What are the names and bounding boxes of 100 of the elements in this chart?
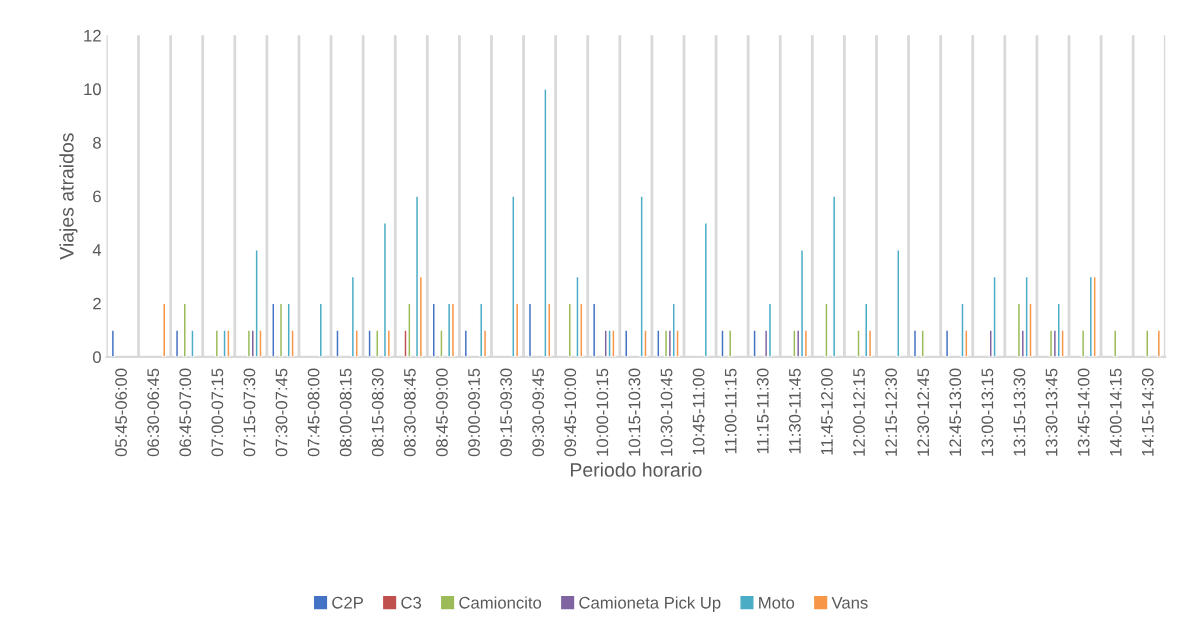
x-tick-label: 10:15-10:30 bbox=[628, 368, 641, 456]
bar bbox=[720, 329, 725, 357]
bar bbox=[226, 329, 231, 357]
bar bbox=[592, 302, 597, 357]
bar bbox=[479, 302, 484, 357]
bar bbox=[246, 329, 252, 357]
y-tick-label: 6 bbox=[93, 190, 101, 203]
x-tick-label: 12:30-12:45 bbox=[917, 368, 930, 456]
x-tick-label: 10:45-11:00 bbox=[692, 368, 705, 455]
bar bbox=[992, 275, 997, 357]
y-axis-title: Viajes atraidos bbox=[59, 133, 78, 260]
bar bbox=[414, 195, 420, 357]
x-tick-label: 11:45-12:00 bbox=[821, 368, 833, 455]
bar bbox=[254, 249, 259, 357]
bar bbox=[222, 329, 227, 357]
legend-label: Moto bbox=[759, 597, 795, 609]
bar bbox=[1080, 329, 1086, 357]
x-tick-label: 14:00-14:15 bbox=[1109, 368, 1122, 456]
legend-label: Vans bbox=[831, 597, 868, 609]
bar bbox=[543, 88, 548, 357]
bar bbox=[1016, 302, 1022, 357]
x-tick-label: 12:00-12:15 bbox=[853, 368, 865, 456]
bar bbox=[728, 329, 733, 357]
bar bbox=[1145, 329, 1150, 357]
x-tick-label: 13:00-13:15 bbox=[981, 368, 994, 456]
x-tick-label: 11:15-11:30 bbox=[756, 368, 769, 454]
y-tick-label: 4 bbox=[92, 244, 102, 256]
x-tick-label: 12:45-13:00 bbox=[949, 368, 962, 456]
bar bbox=[792, 329, 797, 357]
y-tick-label: 12 bbox=[84, 29, 101, 42]
x-tick-label: 14:15-14:30 bbox=[1141, 368, 1154, 456]
x-tick-label: 11:00-11:15 bbox=[724, 368, 737, 454]
bar bbox=[767, 302, 773, 357]
x-tick-label: 09:15-09:30 bbox=[500, 368, 512, 457]
bar bbox=[382, 222, 388, 357]
bar bbox=[663, 329, 669, 357]
x-tick-label: 10:30-10:45 bbox=[660, 368, 673, 456]
bar bbox=[960, 302, 965, 357]
bar bbox=[864, 302, 869, 357]
bar bbox=[335, 329, 340, 357]
x-tick-label: 05:45-06:00 bbox=[115, 368, 127, 457]
x-tick-label: 08:30-08:45 bbox=[403, 368, 416, 457]
legend-label: C3 bbox=[401, 596, 422, 609]
bar bbox=[162, 302, 167, 357]
x-tick-label: 08:15-08:30 bbox=[371, 368, 384, 457]
bar bbox=[624, 329, 629, 357]
bar bbox=[407, 302, 412, 357]
bar bbox=[350, 275, 356, 357]
legend-label: Camioneta Pick Up bbox=[579, 596, 721, 612]
bar bbox=[446, 302, 452, 357]
y-tick-label: 8 bbox=[93, 136, 101, 149]
bar bbox=[703, 222, 708, 357]
x-tick-label: 06:45-07:00 bbox=[179, 368, 192, 457]
bar bbox=[896, 249, 901, 357]
bar bbox=[527, 302, 533, 357]
bar bbox=[944, 329, 950, 357]
bar bbox=[182, 302, 187, 357]
bar bbox=[318, 302, 323, 357]
bar bbox=[271, 302, 276, 357]
bar bbox=[912, 329, 918, 357]
x-tick-label: 09:00-09:15 bbox=[468, 368, 480, 457]
bar bbox=[1048, 329, 1054, 357]
bar bbox=[824, 302, 829, 357]
x-tick-label: 10:00-10:15 bbox=[596, 368, 609, 456]
bar bbox=[1156, 329, 1161, 357]
bar bbox=[450, 302, 456, 357]
x-tick-label: 09:45-10:00 bbox=[564, 368, 577, 457]
x-tick-label: 07:00-07:15 bbox=[211, 368, 224, 457]
x-tick-label: 13:15-13:30 bbox=[1013, 368, 1026, 456]
x-tick-label: 07:45-08:00 bbox=[307, 368, 320, 457]
x-tick-label: 13:30-13:45 bbox=[1045, 368, 1058, 456]
x-tick-label: 09:30-09:45 bbox=[532, 368, 545, 457]
x-tick-label: 07:15-07:30 bbox=[243, 368, 256, 457]
bar bbox=[110, 329, 116, 357]
bar bbox=[920, 329, 925, 357]
x-tick-label: 08:00-08:15 bbox=[339, 368, 352, 457]
bar bbox=[856, 329, 861, 357]
bar bbox=[190, 329, 195, 357]
bar bbox=[567, 302, 572, 357]
bar bbox=[278, 302, 284, 357]
bar bbox=[431, 302, 436, 357]
y-tick-label: 0 bbox=[92, 351, 101, 364]
y-tick-label: 2 bbox=[93, 297, 101, 310]
bar bbox=[463, 329, 468, 357]
bar bbox=[375, 329, 380, 357]
bar bbox=[214, 329, 219, 357]
x-tick-label: 08:45-09:00 bbox=[436, 368, 448, 457]
bar bbox=[1092, 275, 1097, 357]
x-axis-title: Periodo horario bbox=[570, 462, 702, 477]
bar bbox=[799, 249, 805, 357]
x-tick-label: 11:30-11:45 bbox=[788, 368, 801, 454]
bar bbox=[439, 329, 444, 357]
x-tick-label: 07:30-07:45 bbox=[275, 368, 288, 457]
bar bbox=[656, 329, 661, 357]
bar bbox=[639, 195, 644, 357]
bar bbox=[511, 195, 516, 357]
x-tick-label: 13:45-14:00 bbox=[1077, 368, 1090, 456]
bar bbox=[607, 329, 612, 357]
bar bbox=[1088, 275, 1093, 357]
bar bbox=[174, 329, 180, 357]
